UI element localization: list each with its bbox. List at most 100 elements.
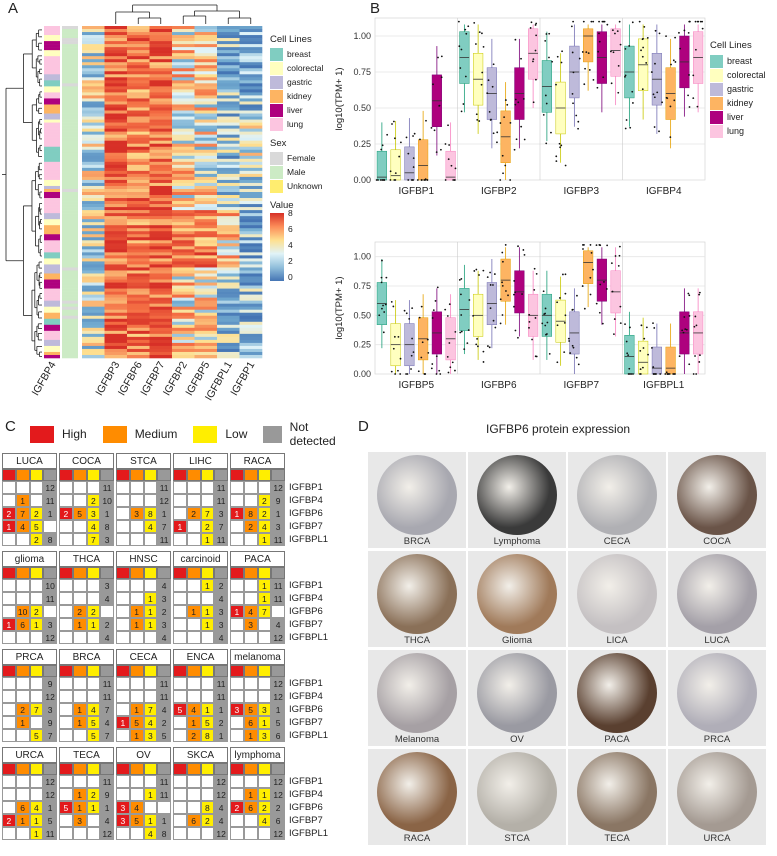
heatmap-cell <box>149 104 173 108</box>
ihc-count-cell <box>116 481 130 494</box>
ihc-header-swatch <box>214 763 228 775</box>
sex-annotation <box>62 306 78 311</box>
ihc-count-cell: 11 <box>43 592 57 605</box>
sex-annotation <box>62 86 78 90</box>
ihc-count-cell <box>129 827 144 840</box>
data-point <box>523 253 526 256</box>
heatmap-cell <box>82 71 105 75</box>
heatmap-cell <box>217 303 240 307</box>
heatmap-cell <box>104 119 128 123</box>
cell-line-annotation <box>44 107 60 111</box>
cell-line-annotation <box>44 267 60 271</box>
ihc-count-cell: 11 <box>157 677 171 690</box>
heatmap-cell <box>127 258 150 262</box>
ihc-count-cell <box>143 481 158 494</box>
legend-item: colorectal <box>710 68 777 82</box>
heatmap-cell <box>239 228 263 232</box>
y-tick-label: 0.50 <box>353 310 371 320</box>
cell-line-annotation <box>44 44 60 48</box>
heatmap-cell <box>172 348 195 353</box>
heatmap-cell <box>239 354 263 359</box>
ihc-count-cell: 12 <box>43 690 57 703</box>
data-point <box>625 119 628 121</box>
ihc-tumor-name: CECA <box>116 649 171 665</box>
legend-cell-lines-title: Cell Lines <box>270 34 312 45</box>
data-point <box>688 294 691 297</box>
ihc-header-swatch <box>186 665 201 677</box>
ihc-count-cell <box>86 814 101 827</box>
heatmap-cell <box>217 204 240 208</box>
heatmap-cell <box>82 125 105 129</box>
data-point <box>475 343 478 346</box>
heatmap-cell <box>149 237 173 241</box>
boxplot-legend-title: Cell Lines <box>710 40 752 51</box>
data-point <box>578 57 581 60</box>
data-point <box>577 120 580 123</box>
heatmap-cell <box>82 104 105 108</box>
data-point <box>437 56 439 59</box>
heatmap-cell <box>104 128 128 132</box>
ihc-header-swatch <box>214 469 228 481</box>
ihc-count-cell <box>15 690 30 703</box>
ihc-header-swatch <box>43 763 57 775</box>
ihc-count-cell: 5 <box>129 716 144 729</box>
data-point <box>476 118 479 121</box>
heatmap-cell <box>217 98 240 102</box>
heatmap-cell <box>172 68 195 72</box>
tissue-core-cell: OV <box>468 650 566 746</box>
cell-line-annotation <box>44 213 60 217</box>
heatmap-cell <box>239 261 263 265</box>
data-point <box>444 308 447 311</box>
heatmap-cell <box>217 288 240 292</box>
data-point <box>669 136 672 138</box>
data-point <box>392 305 395 308</box>
data-point <box>624 75 626 78</box>
tissue-core-label: Glioma <box>501 635 533 646</box>
ihc-count-cell <box>230 579 244 592</box>
heatmap-cell <box>217 273 240 277</box>
data-point <box>398 155 401 158</box>
data-point <box>546 321 549 324</box>
data-point <box>499 122 502 124</box>
heatmap-cell <box>239 116 263 120</box>
cell-line-annotation <box>44 252 60 256</box>
data-point <box>560 61 563 64</box>
ihc-count-cell: 4 <box>100 716 114 729</box>
heatmap-cell <box>194 149 218 154</box>
data-point <box>674 36 677 39</box>
sex-annotation <box>62 330 78 335</box>
data-point <box>413 132 416 135</box>
ihc-count-cell <box>29 592 44 605</box>
data-point <box>550 131 552 134</box>
ihc-count-cell <box>243 827 258 840</box>
sex-annotation <box>62 225 78 229</box>
data-point <box>632 102 634 104</box>
heatmap-cell <box>194 312 218 317</box>
heatmap-cell <box>149 74 173 78</box>
ihc-count-cell <box>243 481 258 494</box>
legend-swatch <box>270 89 283 103</box>
data-point <box>699 20 702 23</box>
data-point <box>585 51 588 54</box>
heatmap-cell <box>82 41 105 45</box>
cell-line-annotation <box>44 182 60 187</box>
data-point <box>681 329 684 332</box>
cell-line-annotation <box>44 201 60 205</box>
heatmap-cell <box>239 98 263 102</box>
data-point <box>582 20 585 23</box>
ihc-count-cell <box>29 775 44 788</box>
cell-line-annotation <box>44 237 60 241</box>
heatmap-cell <box>127 318 150 323</box>
cell-line-annotation <box>44 261 60 265</box>
data-point <box>384 303 387 306</box>
ihc-legend-item: Medium <box>102 420 177 448</box>
ihc-count-cell <box>15 677 30 690</box>
heatmap-cell <box>172 53 195 57</box>
cell-line-annotation <box>44 26 60 30</box>
data-point <box>534 49 537 52</box>
data-point <box>436 286 439 289</box>
data-point <box>571 308 574 311</box>
data-point <box>669 105 672 108</box>
ihc-count-cell <box>243 592 258 605</box>
heatmap-cell <box>194 210 218 214</box>
